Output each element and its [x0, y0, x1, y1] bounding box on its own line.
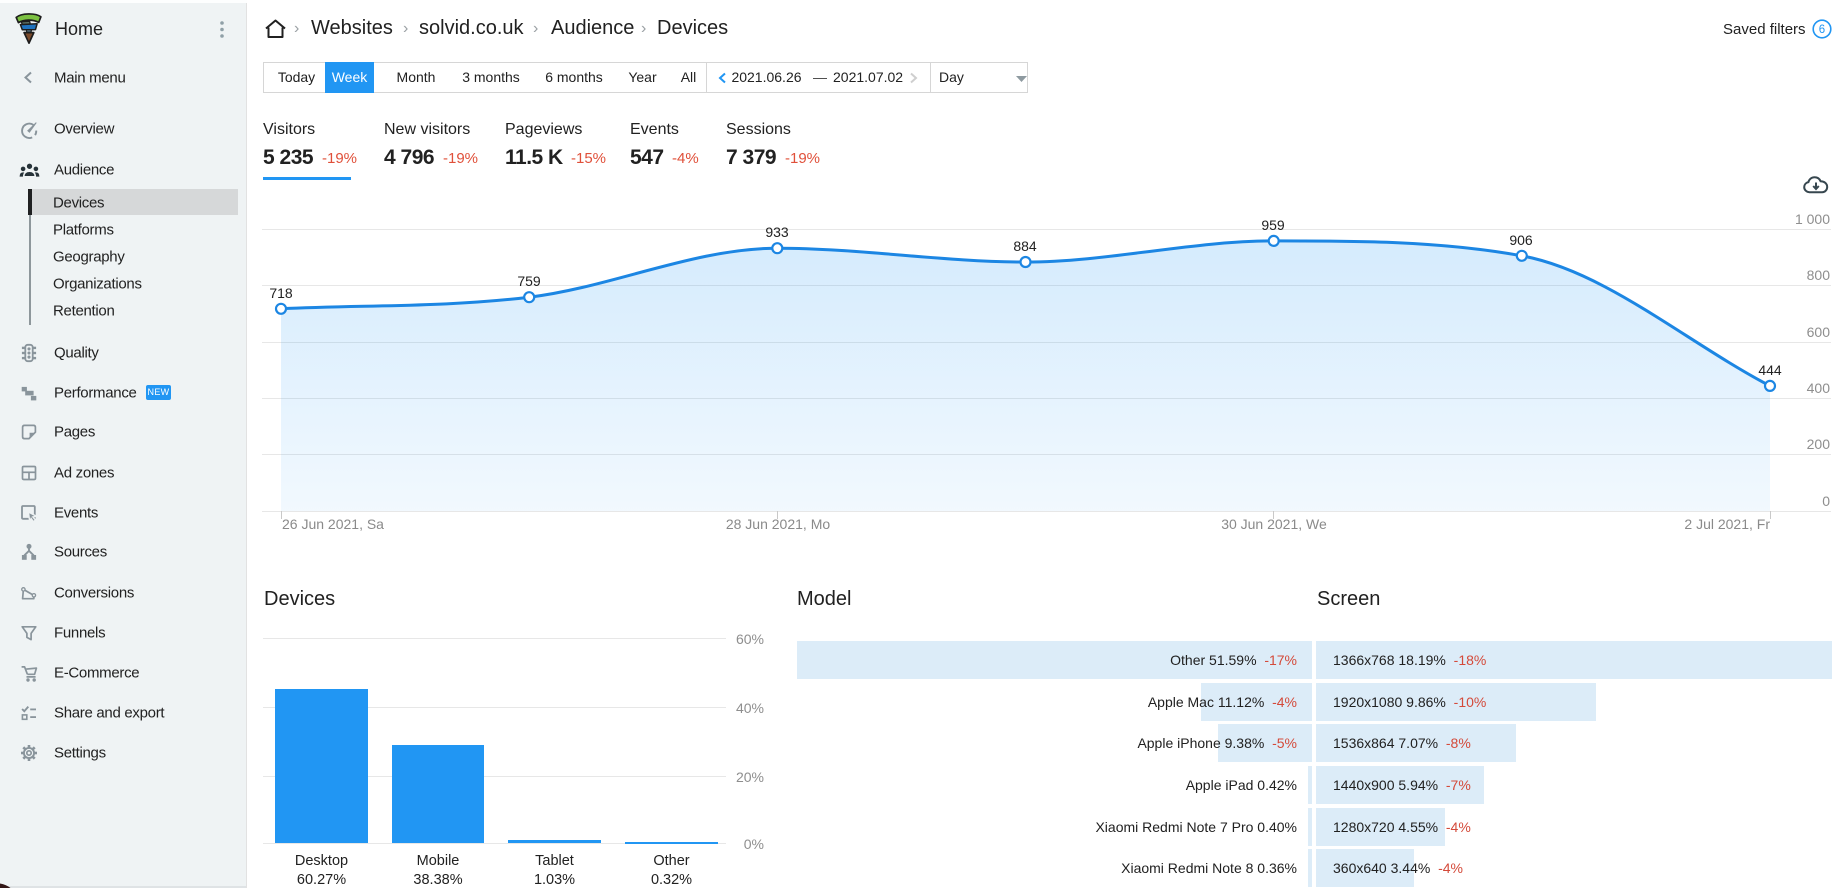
svg-text:959: 959	[1261, 217, 1285, 233]
svg-text:6: 6	[1819, 24, 1825, 36]
svg-text:800: 800	[1807, 267, 1831, 283]
svg-text:884: 884	[1013, 238, 1037, 254]
svg-text:200: 200	[1807, 436, 1831, 452]
svg-text:906: 906	[1509, 232, 1533, 248]
svg-text:600: 600	[1807, 324, 1831, 340]
svg-text:400: 400	[1807, 380, 1831, 396]
svg-text:718: 718	[269, 285, 293, 301]
svg-text:933: 933	[765, 224, 789, 240]
svg-text:759: 759	[517, 273, 541, 289]
svg-text:26 Jun 2021, Sa: 26 Jun 2021, Sa	[282, 516, 384, 532]
svg-text:2 Jul 2021, Fr: 2 Jul 2021, Fr	[1684, 516, 1770, 532]
svg-text:30 Jun 2021, We: 30 Jun 2021, We	[1221, 516, 1327, 532]
svg-text:444: 444	[1758, 362, 1782, 378]
svg-text:28 Jun 2021, Mo: 28 Jun 2021, Mo	[726, 516, 831, 532]
svg-text:0: 0	[1822, 493, 1830, 509]
svg-text:1 000: 1 000	[1795, 211, 1830, 227]
